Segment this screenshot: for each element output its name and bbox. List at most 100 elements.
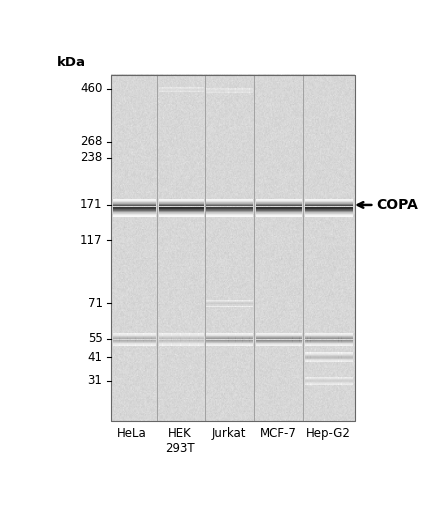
Bar: [241, 204, 242, 205]
Bar: [170, 200, 171, 201]
Bar: [223, 210, 224, 211]
Bar: [258, 211, 259, 212]
Bar: [237, 212, 238, 213]
Bar: [209, 202, 210, 203]
Bar: [281, 200, 282, 201]
Bar: [336, 199, 337, 200]
Bar: [330, 215, 331, 216]
Bar: [295, 205, 296, 206]
Bar: [219, 208, 220, 209]
Bar: [199, 209, 200, 210]
Bar: [203, 206, 204, 207]
Bar: [341, 211, 342, 212]
Bar: [203, 215, 204, 216]
Bar: [195, 199, 196, 200]
Bar: [339, 211, 340, 212]
Bar: [348, 216, 349, 217]
Bar: [319, 215, 320, 216]
Bar: [221, 202, 222, 203]
Bar: [141, 214, 142, 215]
Bar: [261, 203, 262, 204]
Bar: [221, 215, 222, 216]
Bar: [167, 200, 168, 201]
Bar: [328, 203, 329, 204]
Bar: [345, 209, 346, 210]
Bar: [190, 215, 191, 216]
Bar: [216, 212, 217, 213]
Bar: [250, 203, 251, 204]
Bar: [298, 201, 299, 202]
Bar: [129, 214, 130, 215]
Bar: [298, 208, 299, 209]
Bar: [341, 215, 342, 216]
Bar: [129, 200, 130, 201]
Bar: [318, 200, 319, 201]
Text: 117: 117: [80, 234, 102, 247]
Bar: [187, 200, 188, 201]
Bar: [164, 204, 165, 205]
Bar: [252, 199, 253, 200]
Bar: [266, 200, 267, 201]
Bar: [306, 210, 307, 211]
Bar: [221, 201, 222, 202]
Bar: [130, 201, 131, 202]
Bar: [134, 204, 135, 205]
Bar: [142, 212, 143, 213]
Bar: [123, 201, 124, 202]
Bar: [180, 205, 181, 206]
Bar: [188, 204, 189, 205]
Bar: [275, 208, 276, 209]
Bar: [161, 216, 162, 217]
Bar: [119, 212, 120, 213]
Bar: [266, 213, 267, 214]
Bar: [163, 209, 164, 210]
Bar: [190, 201, 191, 202]
Bar: [241, 209, 242, 210]
Bar: [211, 215, 212, 216]
Bar: [263, 209, 264, 210]
Bar: [275, 201, 276, 202]
Bar: [272, 210, 273, 211]
Bar: [128, 214, 129, 215]
Bar: [311, 202, 312, 203]
Bar: [230, 212, 231, 213]
Bar: [217, 204, 218, 205]
Bar: [301, 213, 302, 214]
Bar: [222, 204, 223, 205]
Bar: [208, 216, 209, 217]
Bar: [283, 203, 284, 204]
Bar: [348, 206, 349, 207]
Bar: [330, 201, 331, 202]
Bar: [295, 199, 296, 200]
Bar: [201, 211, 202, 212]
Bar: [338, 216, 339, 217]
Bar: [190, 210, 191, 211]
Bar: [279, 214, 280, 215]
Bar: [321, 205, 322, 206]
Bar: [193, 205, 194, 206]
Bar: [177, 200, 178, 201]
Bar: [224, 199, 225, 200]
Bar: [307, 210, 308, 211]
Bar: [332, 214, 333, 215]
Bar: [123, 199, 124, 200]
Bar: [333, 216, 334, 217]
Bar: [151, 210, 152, 211]
Bar: [352, 208, 353, 209]
Bar: [171, 214, 172, 215]
Bar: [248, 216, 249, 217]
Bar: [212, 211, 213, 212]
Bar: [122, 214, 123, 215]
Bar: [340, 216, 341, 217]
Bar: [272, 205, 273, 206]
Bar: [131, 215, 132, 216]
Bar: [310, 202, 311, 203]
Bar: [246, 202, 247, 203]
Bar: [185, 210, 186, 211]
Bar: [134, 212, 135, 213]
Bar: [350, 213, 351, 214]
Bar: [258, 206, 259, 207]
Bar: [310, 215, 311, 216]
Bar: [242, 215, 243, 216]
Bar: [200, 214, 201, 215]
